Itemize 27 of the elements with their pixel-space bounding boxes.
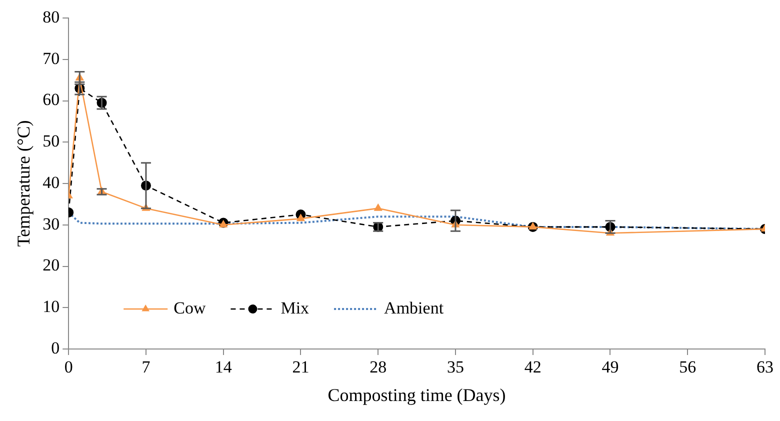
x-tick-label: 49 — [602, 358, 619, 377]
y-tick-label: 10 — [42, 297, 60, 316]
y-tick-label: 60 — [42, 90, 60, 110]
y-axis-title: Temperature (°C) — [14, 120, 34, 247]
x-tick-label: 35 — [446, 358, 464, 377]
y-tick-label: 0 — [51, 338, 60, 358]
x-tick-label: 14 — [214, 358, 232, 377]
legend-label: Ambient — [384, 298, 444, 318]
y-tick-label: 80 — [42, 7, 60, 26]
x-tick-label: 63 — [756, 358, 774, 377]
y-tick-label: 40 — [42, 172, 60, 192]
x-tick-label: 42 — [524, 358, 542, 377]
point — [374, 203, 382, 211]
x-tick-label: 56 — [679, 358, 696, 377]
legend-label: Cow — [174, 298, 206, 318]
x-tick-label: 0 — [64, 358, 73, 377]
x-tick-label: 21 — [292, 358, 310, 377]
x-axis-title: Composting time (Days) — [328, 384, 506, 405]
x-tick-label: 28 — [370, 358, 387, 377]
y-tick-label: 30 — [42, 214, 60, 234]
y-tick-label: 20 — [42, 256, 60, 275]
point — [296, 214, 306, 222]
x-tick-label: 7 — [142, 358, 151, 377]
y-tick-label: 70 — [42, 48, 60, 68]
y-tick-label: 50 — [42, 132, 60, 151]
legend-label: Mix — [280, 298, 310, 318]
point — [528, 222, 538, 230]
